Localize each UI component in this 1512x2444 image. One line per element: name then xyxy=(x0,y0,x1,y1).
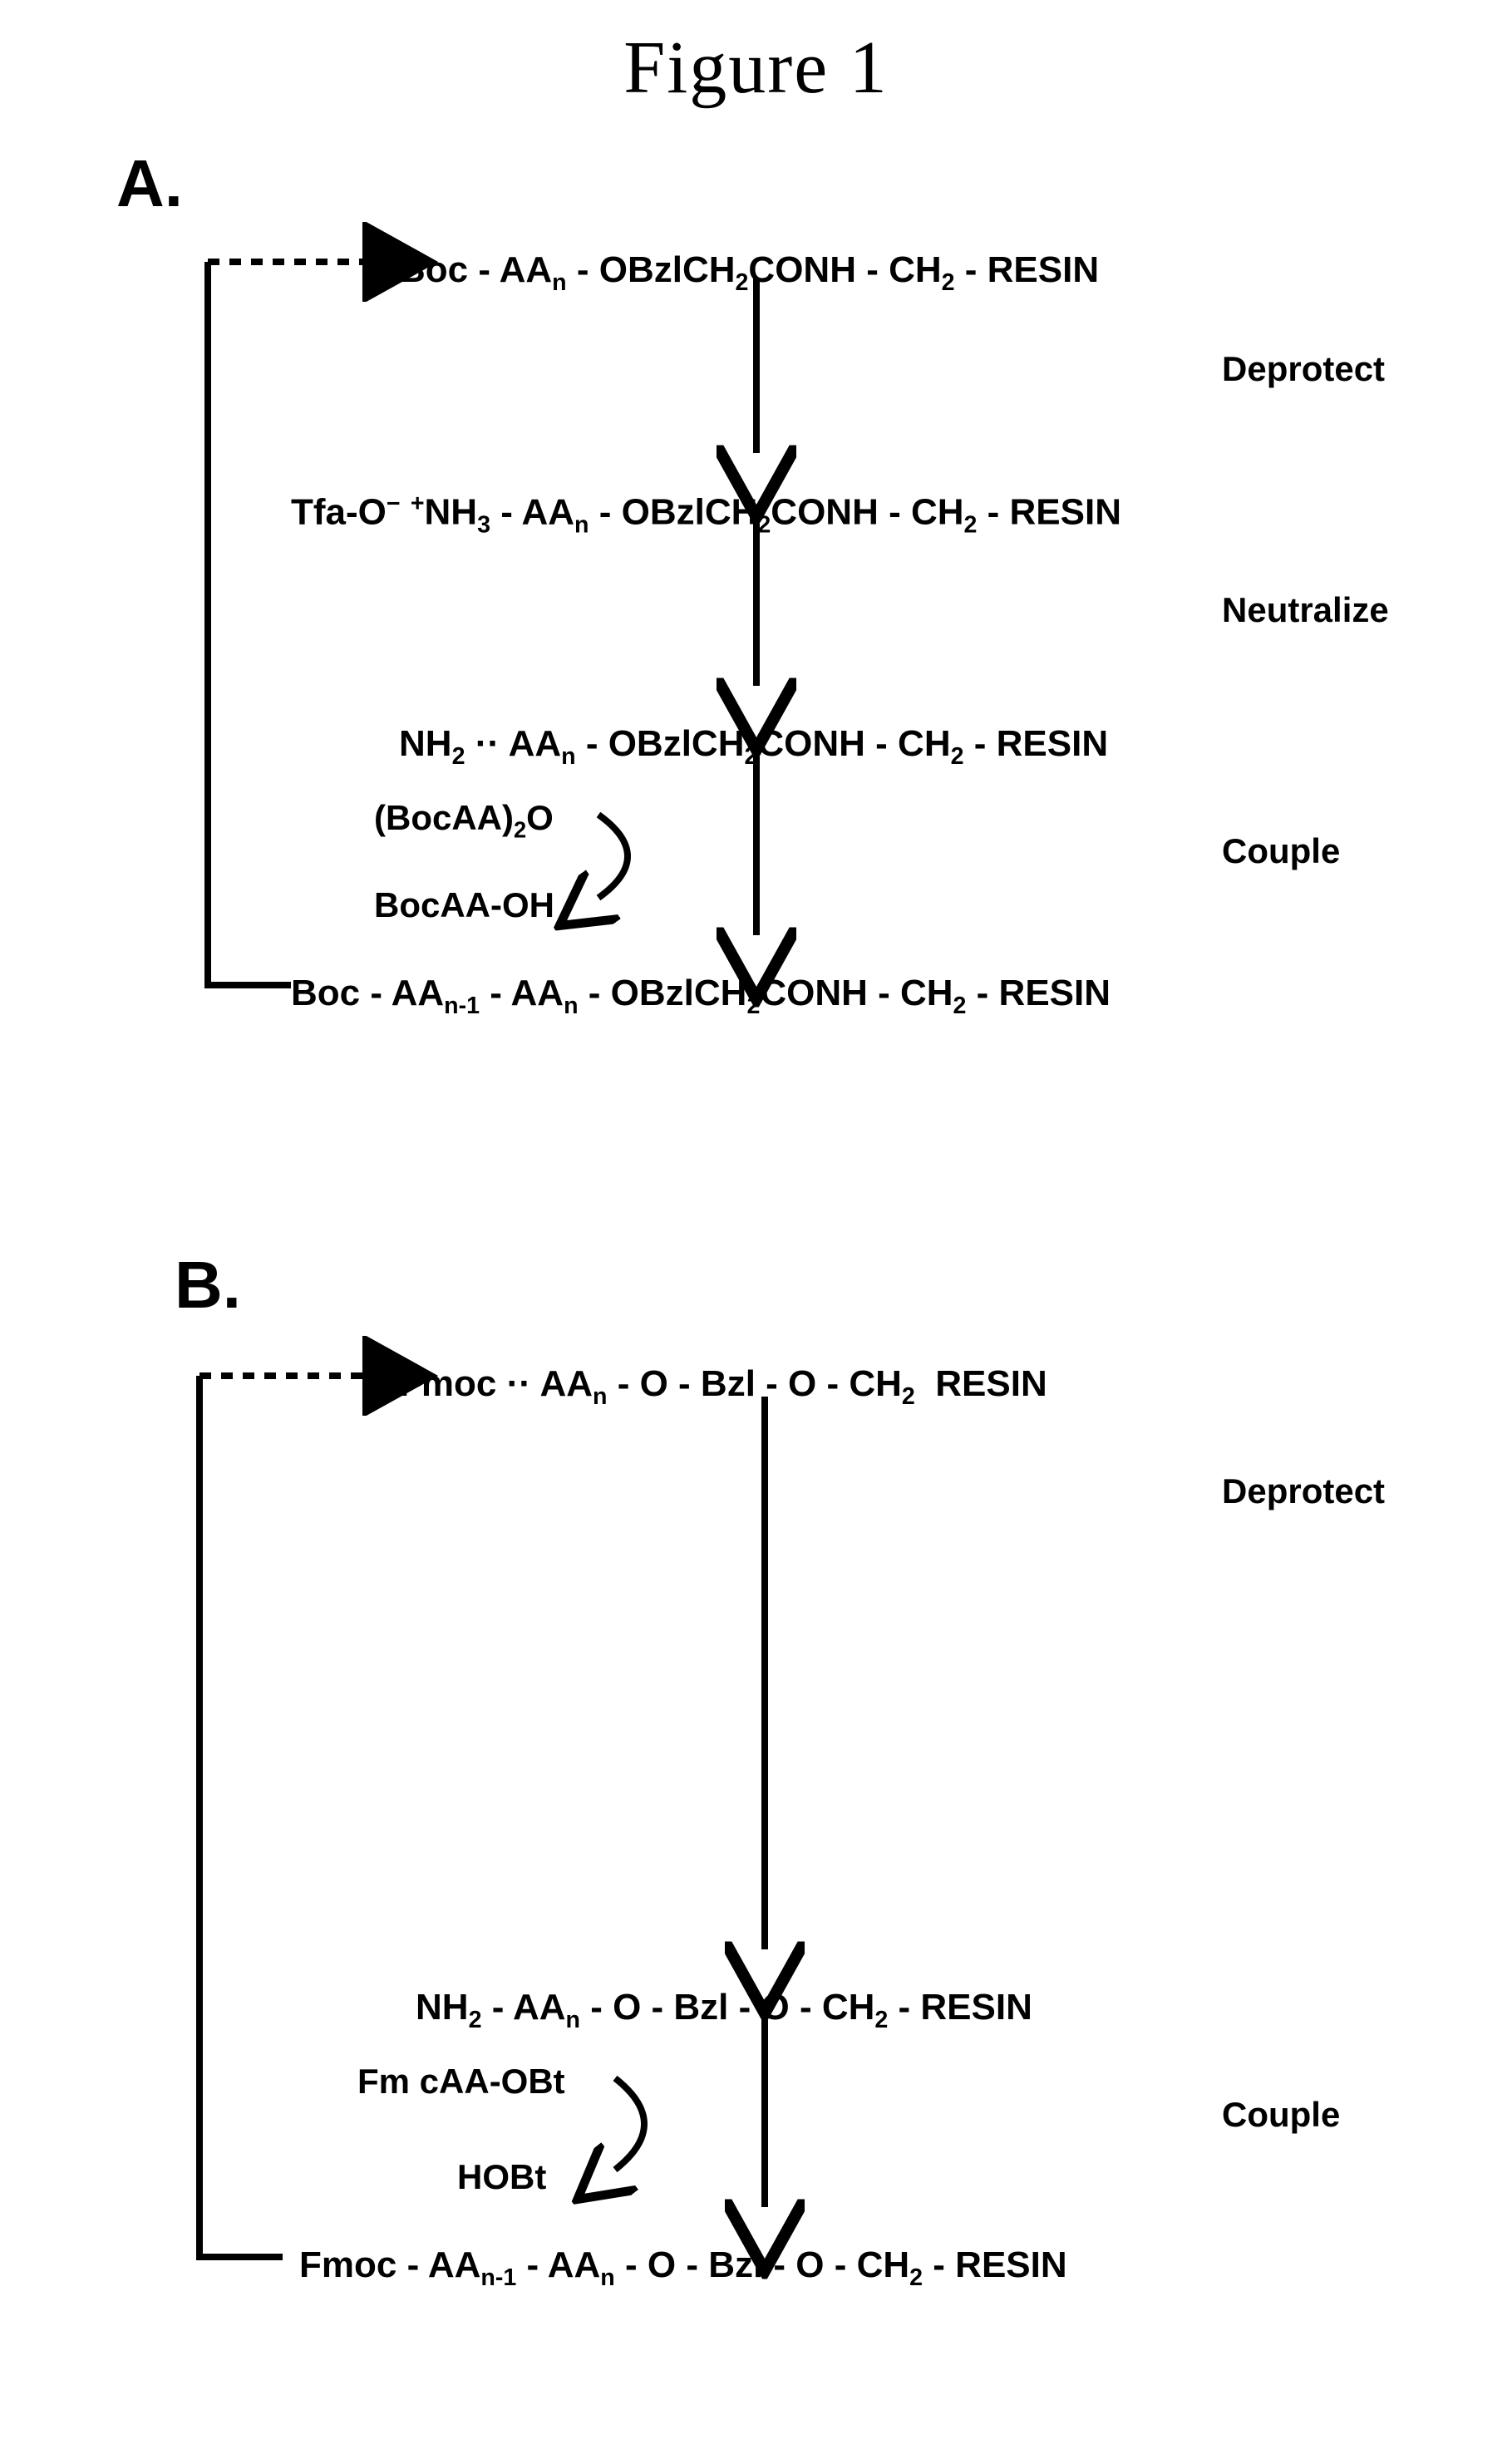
figure-page: Figure 1 A. Boc - AAn - OBzlCH2CONH - CH… xyxy=(0,0,1512,2444)
arrows-layer xyxy=(0,0,1512,2444)
